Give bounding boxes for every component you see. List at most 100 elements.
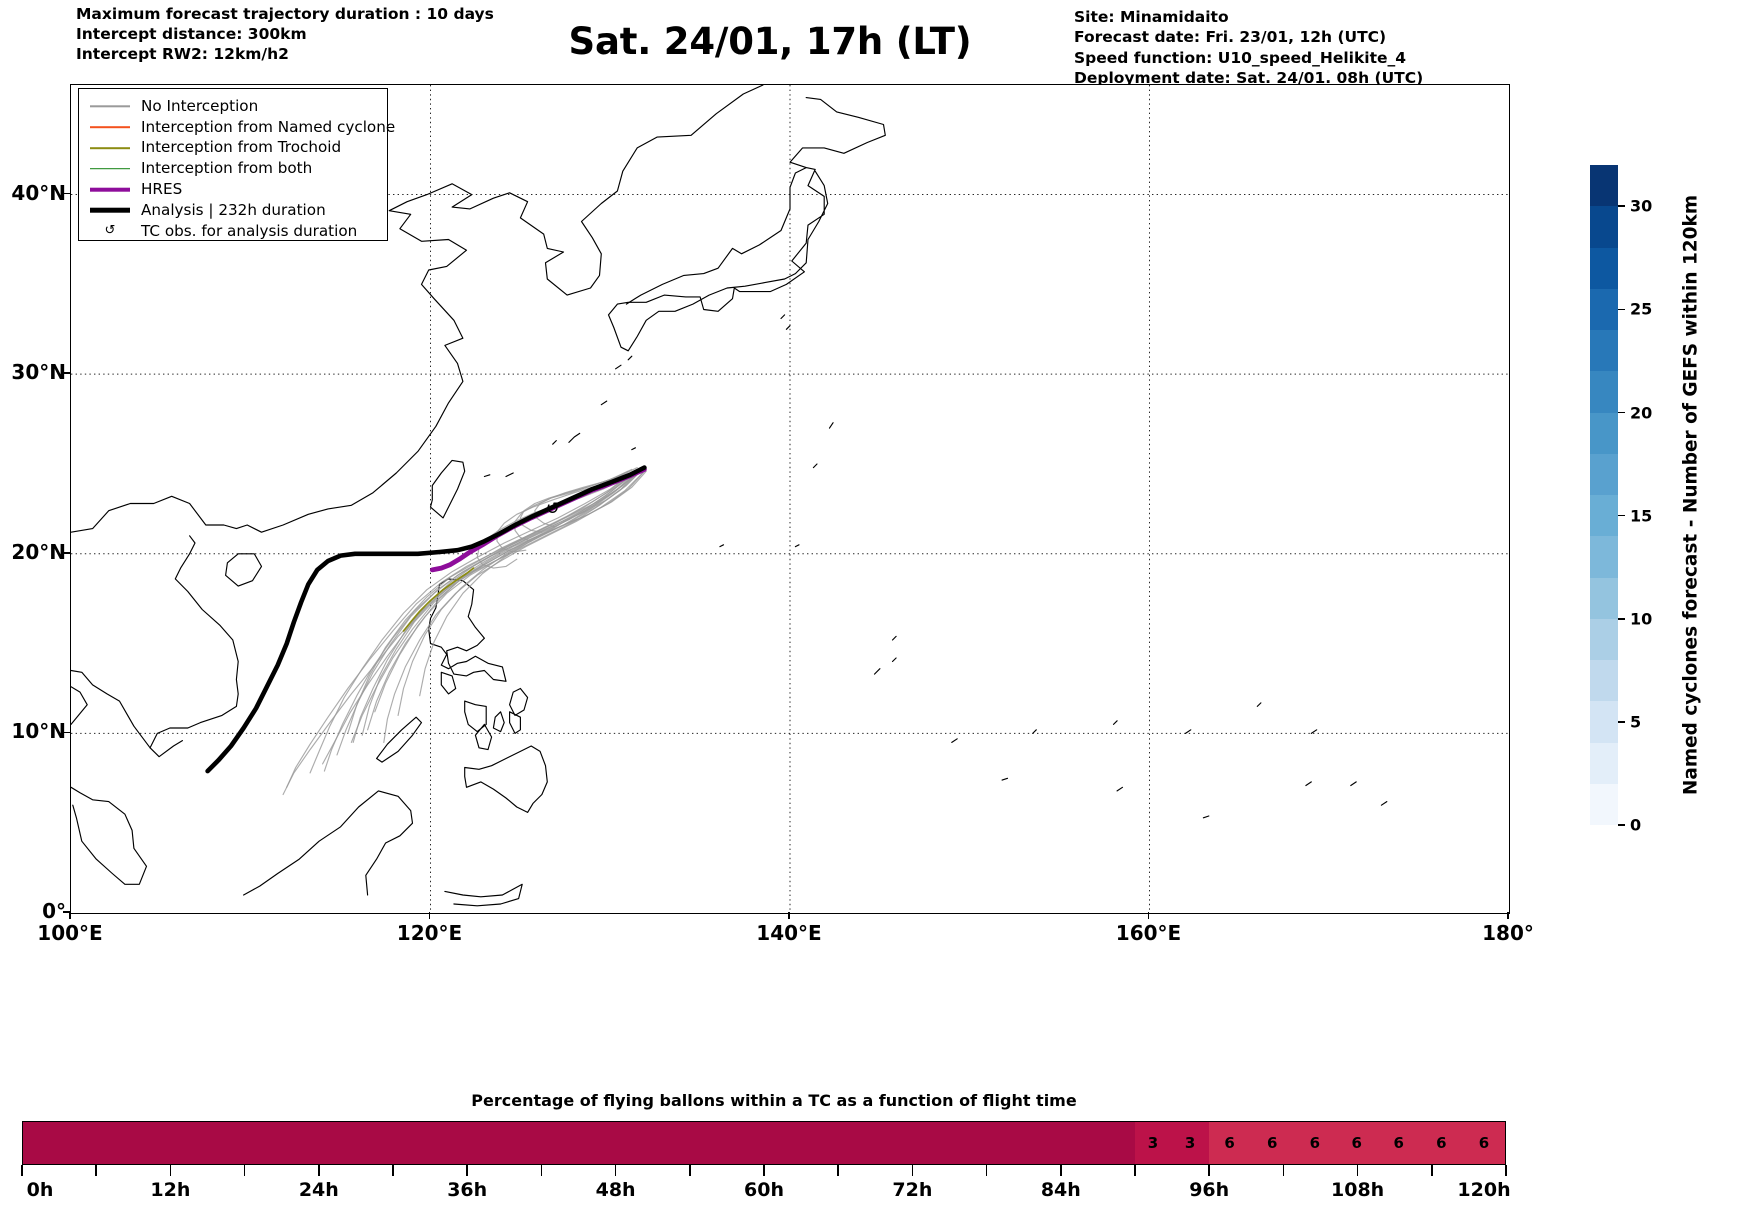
coastline-path [600, 400, 608, 406]
colorbar-band-14 [1590, 742, 1618, 784]
time-axis-label-1: 12h [150, 1179, 191, 1201]
map-xtick-mark-3 [1147, 912, 1150, 919]
colorbar-tick-3 [1618, 514, 1625, 517]
coastline-path [474, 723, 493, 751]
percentage-segment-4: 6 [1250, 1122, 1294, 1164]
colorbar-band-1 [1590, 206, 1618, 248]
map-coastlines [71, 85, 1388, 907]
colorbar-tick-label-6: 30 [1630, 196, 1653, 216]
colorbar-band-15 [1590, 783, 1618, 825]
header-left-line-1: Maximum forecast trajectory duration : 1… [76, 5, 494, 23]
coastline-path [376, 716, 423, 763]
legend-line-icon-5 [88, 203, 132, 217]
coastline-path [71, 686, 88, 725]
time-axis-label-3: 36h [447, 1179, 488, 1201]
trajectory-path [347, 474, 631, 734]
trajectory-path [419, 477, 629, 697]
map-xtick-label-0: 100°E [37, 921, 103, 945]
coastline-path [492, 711, 505, 733]
time-axis-tick [837, 1165, 839, 1176]
time-axis-tick [243, 1165, 246, 1176]
map-xtick-label-3: 160°E [1115, 921, 1182, 945]
time-axis-label-10: 120h [1457, 1179, 1511, 1201]
coastline-path [615, 364, 622, 370]
coastline-path [464, 700, 487, 733]
trajectory-path [323, 470, 638, 772]
map-xtick-mark-0 [69, 912, 71, 919]
map-ytick-label-0: 0° [42, 899, 66, 923]
time-axis-tick [689, 1165, 691, 1176]
legend-item-2[interactable]: Interception from Trochoid [88, 138, 379, 159]
percentage-bar-caption: Percentage of flying ballons within a TC… [471, 1091, 1077, 1110]
percentage-segment-0 [23, 1122, 1135, 1164]
coastline-path [780, 314, 786, 320]
coastline-path [505, 472, 514, 478]
page-title: Sat. 24/01, 17h (LT) [568, 20, 972, 63]
colorbar-tick-label-3: 15 [1630, 506, 1653, 526]
coastline-path [891, 635, 897, 641]
trajectory-path [352, 468, 642, 743]
coastline-path [1032, 729, 1037, 734]
colorbar-tick-label-1: 5 [1630, 712, 1642, 732]
trajectory-path [367, 472, 640, 731]
coastline-path [440, 671, 457, 695]
coastline-path [891, 657, 897, 663]
map-ytick-mark-0 [63, 911, 70, 913]
colorbar-band-12 [1590, 660, 1618, 702]
legend-item-label-1: Interception from Named cyclone [141, 117, 396, 136]
map-ytick-mark-2 [63, 551, 70, 554]
legend-line-icon-2 [88, 141, 132, 155]
colorbar-band-5 [1590, 371, 1618, 413]
colorbar: Named cyclones forecast - Number of GEFS… [1590, 165, 1748, 835]
coastline-path [631, 447, 636, 451]
trajectory-path [397, 475, 635, 716]
legend-item-5[interactable]: Analysis | 232h duration [88, 200, 379, 221]
balloon-trajectories: ↺ [205, 465, 647, 796]
coastline-path [568, 432, 581, 443]
legend-item-6[interactable]: ↺ TC obs. for analysis duration [88, 221, 379, 242]
time-axis-tick [318, 1165, 320, 1176]
colorbar-band-2 [1590, 247, 1618, 289]
coastline-path [1380, 801, 1388, 806]
coastline-path [509, 711, 521, 734]
time-axis-tick [95, 1165, 97, 1176]
colorbar-tick-4 [1618, 411, 1625, 414]
trajectory-path [350, 470, 645, 743]
colorbar-band-9 [1590, 536, 1618, 578]
map-xtick-mark-2 [788, 912, 790, 919]
coastline-path [785, 325, 791, 330]
legend-item-4[interactable]: HRES [88, 179, 379, 200]
trajectory-path [402, 567, 475, 632]
coastline-path [719, 544, 725, 548]
map-ytick-mark-1 [63, 731, 70, 734]
trajectory-path [282, 470, 640, 796]
time-axis-tick [1282, 1165, 1285, 1176]
legend-item-3[interactable]: Interception from both [88, 158, 379, 179]
colorbar-tick-label-5: 25 [1630, 299, 1653, 319]
colorbar-tick-label-4: 20 [1630, 403, 1653, 422]
map-xtick-mark-4 [1507, 912, 1509, 919]
colorbar-tick-2 [1618, 617, 1625, 620]
time-axis-label-6: 72h [892, 1179, 933, 1201]
coastline-path [1305, 781, 1312, 787]
coastline-path [873, 668, 881, 675]
percentage-segment-1: 3 [1134, 1122, 1172, 1164]
coastline-path [812, 463, 818, 469]
colorbar-tick-label-2: 10 [1630, 609, 1653, 629]
map-xtick-mark-1 [428, 912, 431, 919]
trajectory-path [534, 474, 624, 528]
legend-item-1[interactable]: Interception from Named cyclone [88, 117, 395, 138]
legend-line-icon-0 [88, 99, 132, 113]
colorbar-tick-0 [1618, 824, 1625, 826]
header-left-metadata: Maximum forecast trajectory duration : 1… [76, 4, 636, 64]
header-right-line-forecast-date: Forecast date: Fri. 23/01, 12h (UTC) [1074, 28, 1387, 47]
coastline-path [464, 745, 548, 813]
trajectory-path [336, 472, 635, 756]
trajectory-path [374, 470, 647, 713]
legend-item-0[interactable]: No Interception [88, 96, 379, 117]
time-axis-tick [1431, 1165, 1433, 1176]
map-ytick-label-2: 20°N [11, 539, 66, 564]
header-left-line-2: Intercept distance: 300km [76, 25, 307, 44]
time-axis-label-9: 108h [1331, 1179, 1385, 1201]
time-axis-tick [614, 1165, 617, 1176]
